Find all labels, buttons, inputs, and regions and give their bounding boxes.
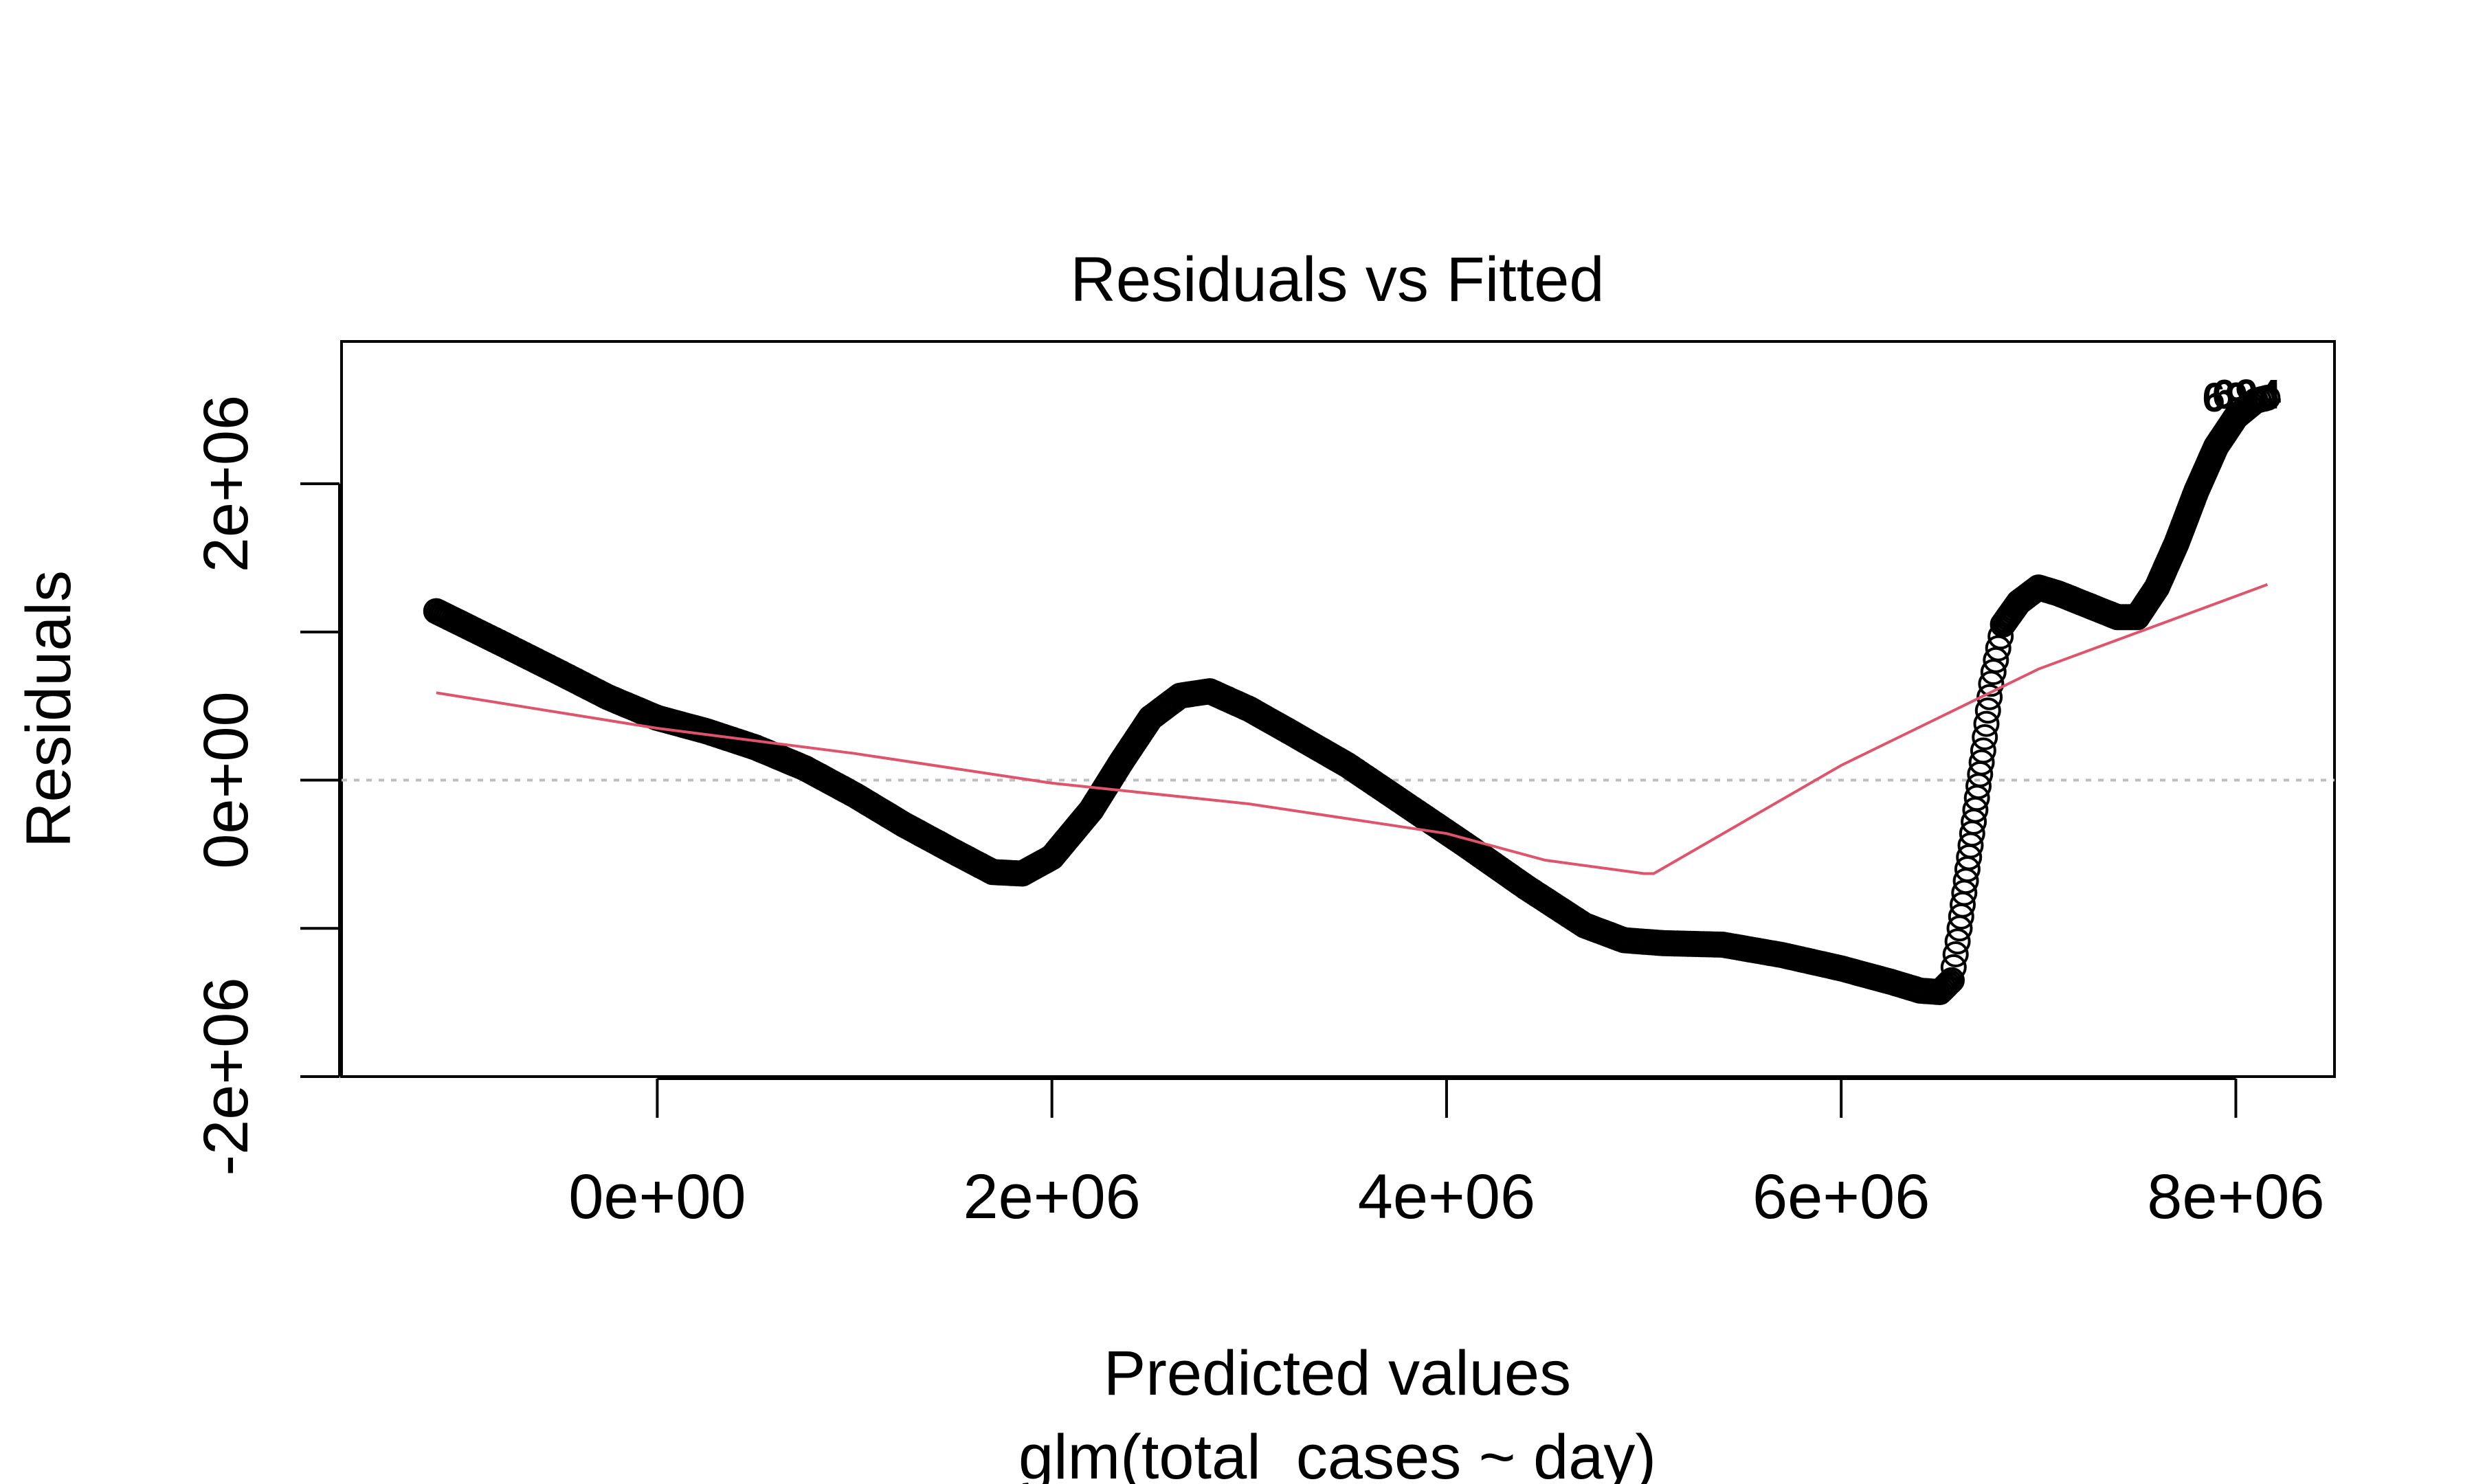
residual-point: [1974, 697, 2001, 724]
residual-points-layer: [423, 384, 2281, 1005]
y-tick-label: -2e+06: [191, 977, 261, 1176]
x-tick-label: 2e+06: [963, 1162, 1140, 1232]
residual-point: [1928, 977, 1955, 1004]
residual-point: [1930, 975, 1957, 1002]
smooth-curve-layer: [436, 583, 2269, 875]
x-axis-label: Predicted values: [1104, 1338, 1571, 1408]
residual-point: [1940, 954, 1967, 980]
y-axis: -2e+06 0e+00 2e+06: [191, 395, 341, 1176]
residual-point: [1972, 724, 1998, 750]
y-tick-label: 2e+06: [191, 395, 261, 572]
smooth-trend-line: [436, 583, 2269, 875]
residual-point: [1944, 928, 1971, 955]
x-tick-label: 0e+00: [568, 1162, 746, 1232]
residual-point: [1942, 941, 1969, 967]
y-axis-label: Residuals: [14, 570, 84, 848]
x-axis: 0e+00 2e+06 4e+06 6e+06 8e+06: [568, 1077, 2325, 1232]
residual-point: [1935, 971, 1961, 998]
residual-point: [1939, 967, 1965, 993]
x-tick-label: 8e+06: [2147, 1162, 2324, 1232]
chart-title: Residuals vs Fitted: [1070, 245, 1604, 315]
residual-point: [1968, 749, 1995, 776]
residual-point: [1973, 710, 2000, 737]
y-tick-label: 0e+00: [191, 691, 261, 868]
chart-subtitle: glm(total_cases ~ day): [1018, 1422, 1656, 1484]
residual-point: [1970, 737, 1996, 764]
point-label: 694: [2212, 372, 2282, 418]
plot-frame: [340, 340, 2336, 1078]
residual-point: [1937, 969, 1963, 996]
residual-point: [2254, 384, 2281, 411]
x-tick-label: 4e+06: [1358, 1162, 1535, 1232]
x-tick-label: 6e+06: [1752, 1162, 1930, 1232]
point-label: 69: [2203, 374, 2249, 420]
